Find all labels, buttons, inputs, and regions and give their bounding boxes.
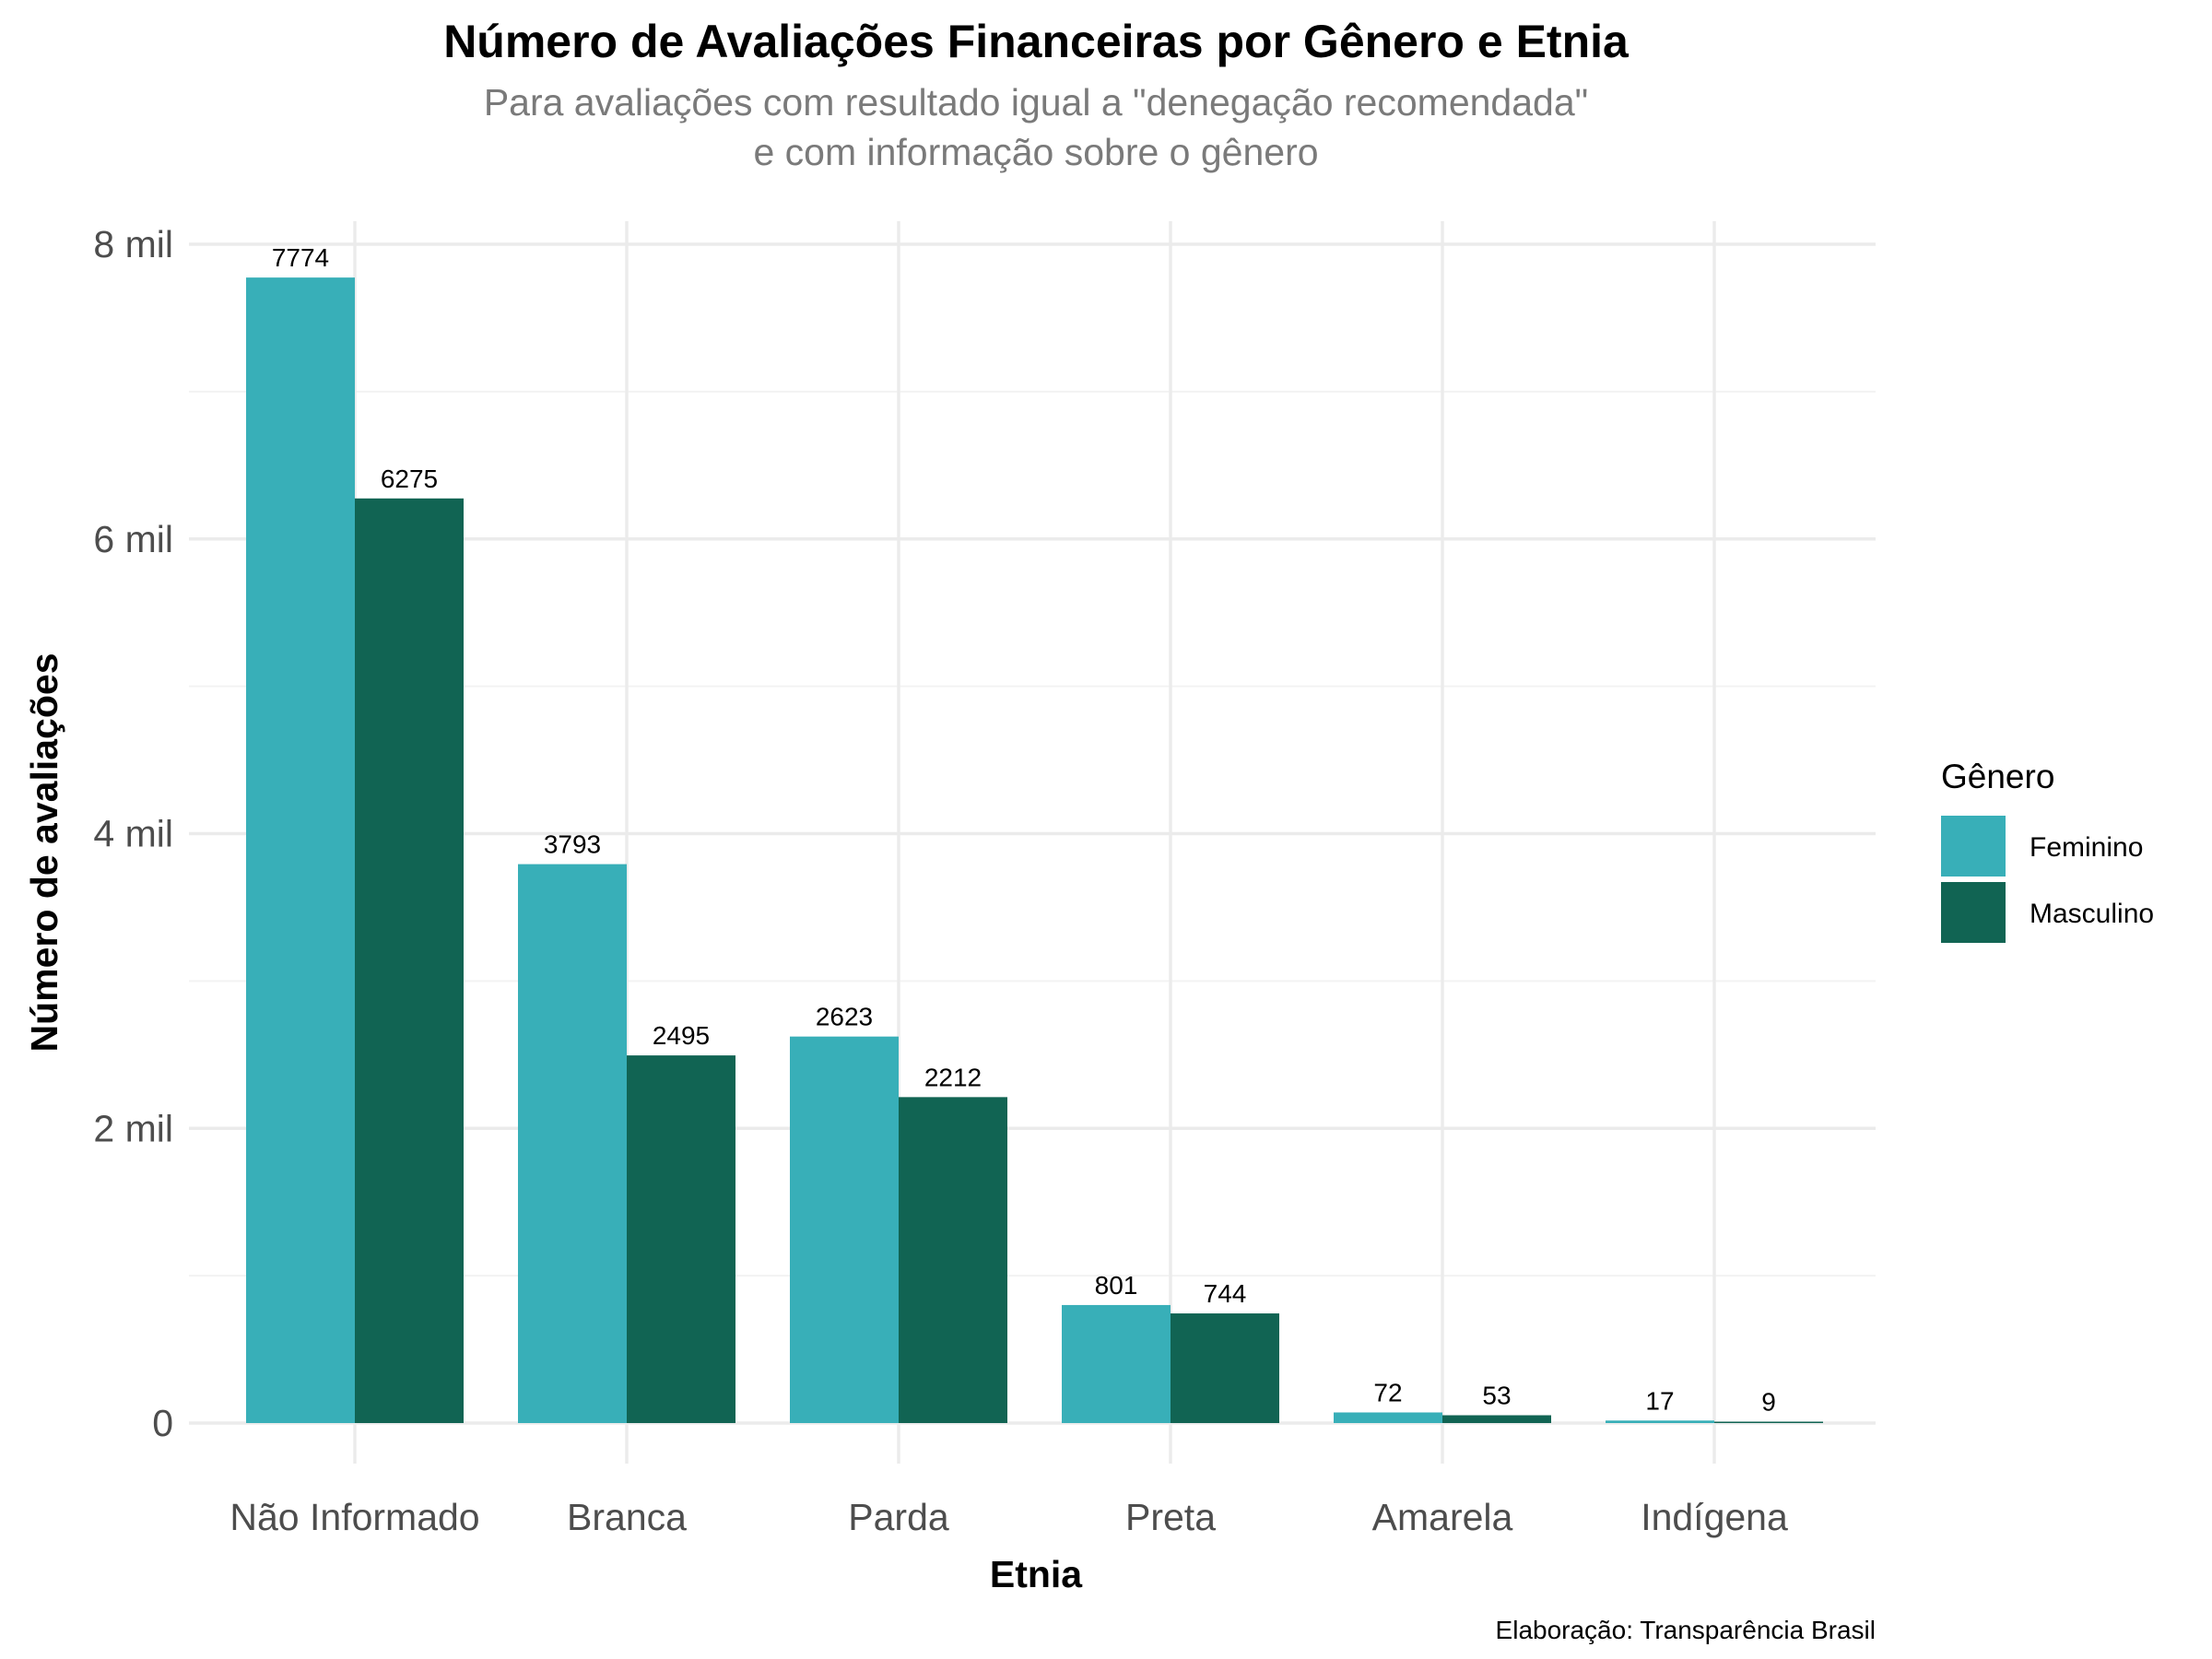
x-tick-label: Não Informado <box>229 1496 479 1538</box>
x-axis-ticks: Não Informado Branca Parda Preta Amarela Indí… <box>229 1496 1788 1538</box>
legend-label: Feminino <box>2030 832 2143 863</box>
bar-feminino <box>518 864 627 1423</box>
bars <box>246 277 1823 1424</box>
data-label: 53 <box>1482 1382 1511 1410</box>
y-axis-ticks: 0 2 mil 4 mil 6 mil 8 mil <box>93 223 173 1444</box>
y-tick-label: 8 mil <box>93 223 173 265</box>
y-tick-label: 2 mil <box>93 1107 173 1149</box>
data-label: 9 <box>1761 1388 1776 1417</box>
y-axis-title: Número de avaliações <box>23 653 65 1053</box>
data-label: 801 <box>1095 1271 1138 1300</box>
data-label: 6275 <box>381 465 438 493</box>
grid <box>189 221 1876 1464</box>
x-tick-label: Amarela <box>1372 1496 1513 1538</box>
x-tick-label: Preta <box>1125 1496 1216 1538</box>
data-label: 2495 <box>653 1021 710 1050</box>
legend-key-masculino <box>1941 882 2006 943</box>
x-axis-title: Etnia <box>990 1553 1083 1595</box>
chart-title: Número de Avaliações Financeiras por Gên… <box>443 16 1630 67</box>
x-tick-label: Parda <box>848 1496 949 1538</box>
chart-subtitle-line-2: e com informação sobre o gênero <box>753 131 1318 173</box>
y-tick-label: 4 mil <box>93 813 173 855</box>
bar-masculino <box>1714 1421 1823 1423</box>
data-label: 17 <box>1645 1386 1674 1415</box>
bar-feminino <box>246 277 355 1424</box>
data-label: 2212 <box>924 1063 982 1091</box>
chart-caption: Elaboração: Transparência Brasil <box>1496 1616 1876 1644</box>
legend-title: Gênero <box>1941 758 2054 795</box>
bar-masculino <box>899 1097 1007 1423</box>
data-label: 3793 <box>544 830 601 859</box>
bar-feminino <box>790 1036 899 1423</box>
bar-masculino <box>1171 1313 1279 1423</box>
data-label: 744 <box>1204 1279 1247 1308</box>
legend-key-feminino <box>1941 816 2006 877</box>
legend: Gênero Feminino Masculino <box>1941 758 2154 943</box>
data-label: 2623 <box>816 1003 873 1031</box>
data-labels: 7774 3793 2623 801 72 17 6275 2495 2212 744 53 9 <box>272 243 1776 1416</box>
y-tick-label: 6 mil <box>93 518 173 560</box>
y-tick-label: 0 <box>152 1402 173 1444</box>
bar-feminino <box>1334 1412 1442 1423</box>
data-label: 7774 <box>272 243 329 272</box>
chart-subtitle-line-1: Para avaliações com resultado igual a "d… <box>484 81 1588 124</box>
bar-masculino <box>1442 1415 1551 1423</box>
data-label: 72 <box>1373 1378 1402 1406</box>
x-tick-label: Indígena <box>1641 1496 1788 1538</box>
bar-feminino <box>1062 1304 1171 1423</box>
bar-feminino <box>1606 1420 1714 1423</box>
bar-masculino <box>627 1055 735 1423</box>
legend-label: Masculino <box>2030 899 2154 929</box>
bar-masculino <box>355 498 464 1423</box>
x-tick-label: Branca <box>567 1496 687 1538</box>
